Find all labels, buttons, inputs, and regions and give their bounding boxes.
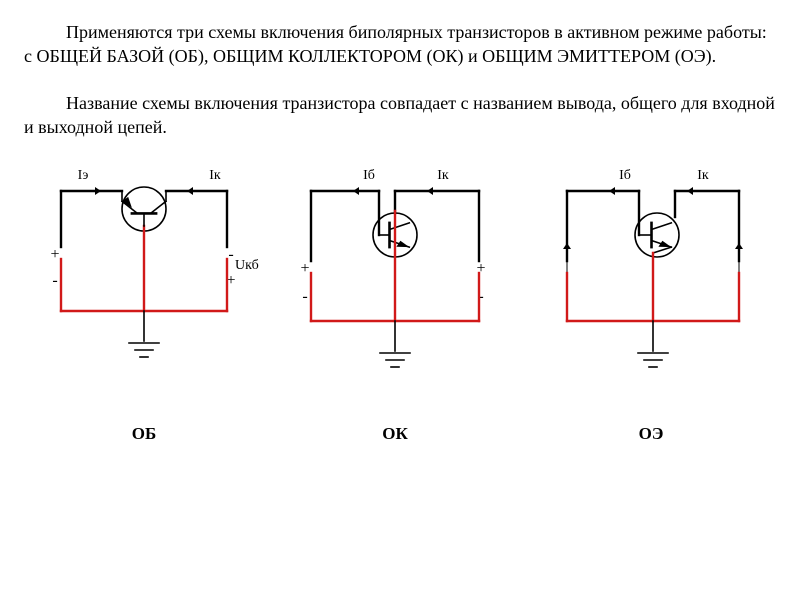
diagram-label-ob: ОБ [132, 424, 156, 444]
circuit-ob: IэIк+--+Uкб [29, 161, 259, 416]
svg-text:Uкб: Uкб [235, 258, 259, 273]
page: Применяются три схемы включения биполярн… [0, 0, 800, 600]
diagram-oe: Iб Iк ОЭ [531, 161, 771, 444]
svg-text:Iк: Iк [209, 168, 221, 183]
diagrams-row: IэIк+--+Uкб ОБ IбIк+-+- ОК IбIк ОЭ [24, 161, 776, 444]
svg-text:-: - [52, 272, 57, 289]
diagram-label-oe: ОЭ [639, 424, 664, 444]
paragraph-1: Применяются три схемы включения биполярн… [24, 20, 776, 69]
svg-text:-: - [302, 288, 307, 305]
circuit-ok: IбIк+-+- [275, 161, 515, 416]
circuit-oe: Iб Iк [531, 161, 771, 416]
svg-text:Iк: Iк [697, 168, 709, 183]
svg-text:-: - [228, 246, 233, 263]
svg-text:Iэ: Iэ [78, 168, 89, 183]
svg-text:Iб: Iб [363, 168, 375, 183]
diagram-label-ok: ОК [382, 424, 408, 444]
paragraph-2: Название схемы включения транзистора сов… [24, 91, 776, 140]
diagram-ok: IбIк+-+- ОК [275, 161, 515, 444]
svg-text:+: + [300, 260, 309, 277]
svg-text:Iб: Iб [619, 168, 631, 183]
svg-text:Iк: Iк [437, 168, 449, 183]
diagram-ob: IэIк+--+Uкб ОБ [29, 161, 259, 444]
svg-text:+: + [50, 246, 59, 263]
